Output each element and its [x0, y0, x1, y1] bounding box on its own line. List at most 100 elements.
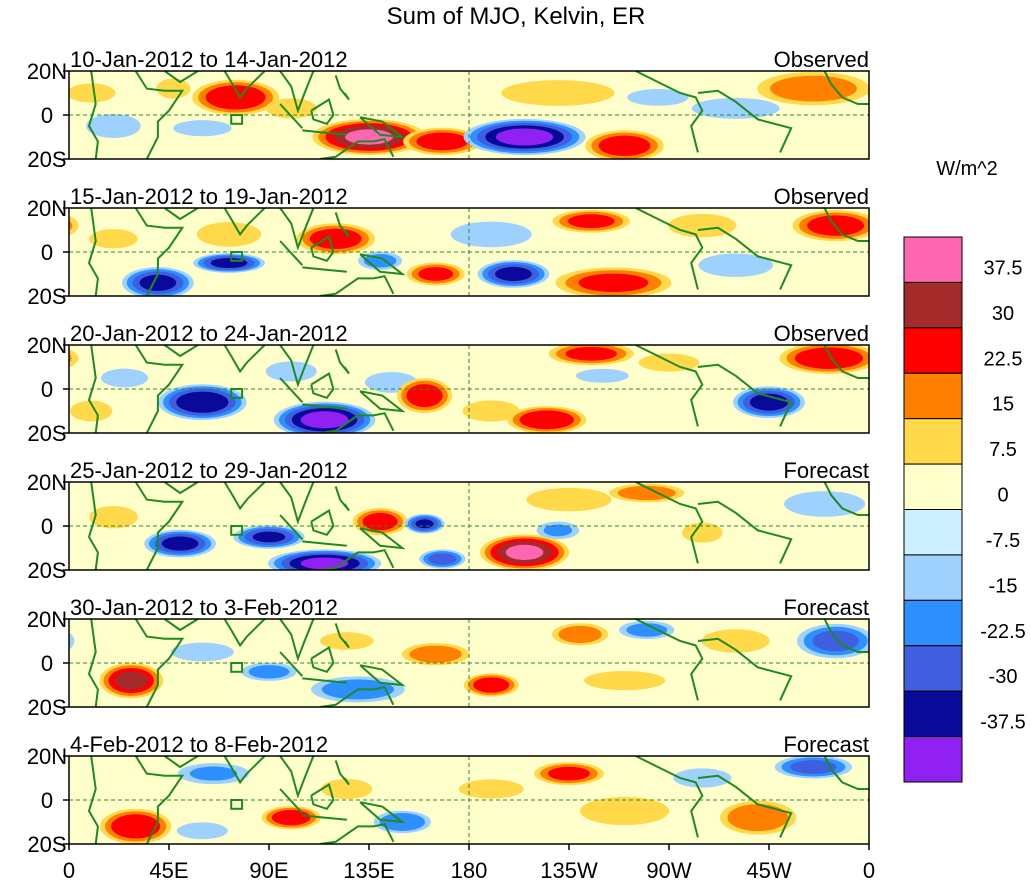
contour-fill — [249, 665, 290, 678]
contour-fill — [506, 545, 544, 560]
contour-fill — [190, 767, 238, 781]
contour-fill — [812, 631, 859, 652]
contour-fill — [599, 136, 651, 156]
contour-fill — [520, 410, 574, 429]
contour-fill — [900, 809, 971, 844]
contour-fill — [973, 120, 1031, 136]
contour-fill — [867, 83, 916, 102]
x-tick-label: 180 — [451, 858, 488, 883]
panel-period-label: 10-Jan-2012 to 14-Jan-2012 — [70, 47, 348, 72]
colorbar-swatch — [904, 646, 962, 691]
contour-fill — [496, 128, 553, 145]
colorbar-label: 37.5 — [984, 257, 1023, 279]
colorbar-swatch — [904, 237, 962, 282]
y-tick-label: 20S — [27, 421, 66, 446]
contour-fill — [140, 275, 177, 291]
contour-fill — [990, 767, 1031, 781]
contour-fill — [253, 532, 286, 543]
colorbar-swatch — [904, 510, 962, 555]
contour-fill — [911, 814, 960, 838]
contour-fill — [156, 79, 190, 99]
contour-fill — [527, 488, 612, 512]
y-tick-label: 0 — [41, 651, 53, 676]
contour-fill — [568, 214, 615, 228]
y-tick-label: 20N — [27, 196, 67, 221]
contour-fill — [728, 804, 789, 831]
contour-fill — [579, 274, 649, 292]
contour-fill — [956, 79, 990, 99]
contour-fill — [1006, 85, 1031, 109]
colorbar: W/m^2 37.53022.5157.50-7.5-15-22.5-30-37… — [904, 158, 1026, 782]
panel: 20N 0 20S 30-Jan-2012 to 3-Feb-2012 Forecast — [0, 595, 1031, 720]
y-tick-label: 20N — [27, 744, 67, 769]
panel-period-label: 25-Jan-2012 to 29-Jan-2012 — [70, 458, 348, 483]
colorbar-label: -7.5 — [986, 530, 1020, 552]
contour-fill — [886, 114, 941, 138]
contour-fill — [12, 631, 59, 652]
contour-fill — [0, 491, 65, 517]
contour-fill — [418, 267, 453, 281]
colorbar-label: 30 — [992, 303, 1014, 325]
contour-fill — [905, 811, 966, 841]
contour-fill — [501, 80, 614, 106]
contour-fill — [101, 369, 148, 388]
colorbar-label: -30 — [989, 666, 1018, 688]
y-tick-label: 20N — [27, 470, 67, 495]
contour-fill — [272, 810, 311, 825]
colorbar-swatch — [904, 555, 962, 600]
x-tick-label: 90E — [249, 858, 288, 883]
panel-status-label: Observed — [774, 184, 869, 209]
y-tick-label: 20S — [27, 695, 66, 720]
contour-fill — [978, 763, 1031, 784]
colorbar-swatch — [904, 464, 962, 509]
colorbar-units-label: W/m^2 — [936, 158, 998, 180]
contour-fill — [971, 643, 1031, 662]
contour-fill — [176, 392, 228, 413]
x-tick-label: 45E — [149, 858, 188, 883]
colorbar-label: 22.5 — [984, 348, 1023, 370]
contour-fill — [197, 222, 261, 247]
contour-fill — [580, 797, 669, 825]
y-tick-label: 20S — [27, 147, 66, 172]
contour-fill — [310, 229, 362, 249]
contour-fill — [406, 384, 442, 407]
y-tick-label: 0 — [41, 514, 53, 539]
y-tick-label: 20N — [27, 333, 67, 358]
contour-fill — [584, 671, 665, 690]
contour-fill — [115, 672, 148, 690]
y-tick-label: 20N — [27, 607, 67, 632]
contour-fill — [266, 361, 317, 381]
contour-fill — [416, 132, 468, 150]
colorbar-swatch — [904, 419, 962, 464]
panel-period-label: 4-Feb-2012 to 8-Feb-2012 — [70, 732, 328, 757]
panel-period-label: 30-Jan-2012 to 3-Feb-2012 — [70, 595, 338, 620]
contour-fill — [89, 506, 138, 528]
colorbar-label: 15 — [992, 394, 1014, 416]
panel-status-label: Forecast — [783, 595, 869, 620]
y-tick-label: 0 — [41, 377, 53, 402]
colorbar-swatch — [904, 600, 962, 645]
contour-fill — [558, 626, 601, 643]
y-tick-label: 20S — [27, 832, 66, 857]
contour-fill — [473, 677, 509, 692]
y-tick-label: 20S — [27, 558, 66, 583]
colorbar-label: 7.5 — [989, 439, 1017, 461]
colorbar-swatch — [904, 737, 962, 782]
y-tick-label: 0 — [41, 788, 53, 813]
contour-fill — [998, 82, 1031, 112]
contour-fill — [0, 386, 5, 418]
panel-status-label: Observed — [774, 47, 869, 72]
colorbar-label: -37.5 — [980, 712, 1026, 734]
panels: 20N 0 20S 10-Jan-2012 to 14-Jan-2012 Observe… — [0, 47, 1031, 857]
contour-fill — [415, 519, 433, 528]
y-tick-label: 20N — [27, 59, 67, 84]
contour-fill — [992, 80, 1031, 115]
contour-fill — [173, 120, 231, 136]
colorbar-swatch — [904, 328, 962, 373]
